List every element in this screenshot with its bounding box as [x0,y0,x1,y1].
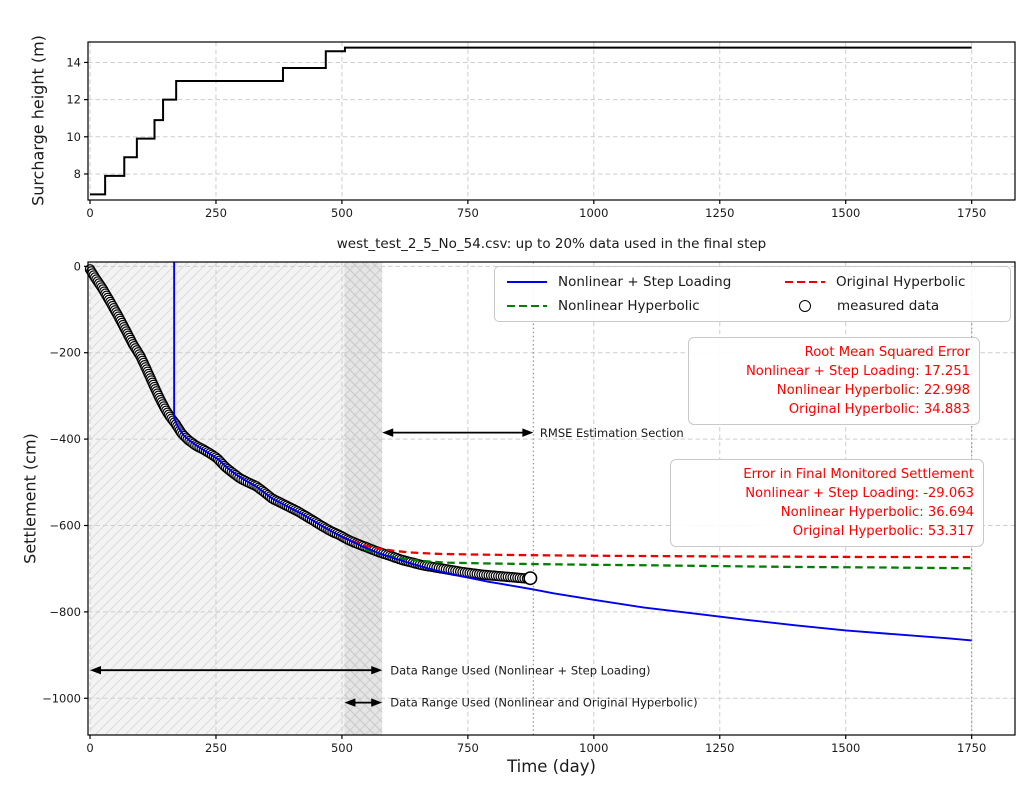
y-tick-label: 14 [66,55,81,69]
y-tick-label: 12 [66,93,81,107]
x-tick-label: 500 [331,741,353,755]
red-dashed-line-swatch [785,280,825,284]
surcharge-y-axis-label: Surcharge height (m) [28,35,48,206]
y-tick-label: −600 [49,519,81,533]
final-error-box-line: Nonlinear + Step Loading: -29.063 [745,486,974,501]
rmse-estimation-arrow-label: RMSE Estimation Section [540,426,684,440]
y-tick-label: −800 [49,605,81,619]
y-tick-label: −200 [49,346,81,360]
rmse-estimation-arrow: RMSE Estimation Section [382,426,684,440]
final-error-box-line: Nonlinear Hyperbolic: 36.694 [780,505,974,520]
data-range-step-loading-arrow-label: Data Range Used (Nonlinear + Step Loadin… [390,663,650,677]
legend-label: Nonlinear + Step Loading [558,274,732,290]
legend-item-nonlinear-step-loading: Nonlinear + Step Loading [507,274,785,290]
rmse-box-line: Root Mean Squared Error [804,345,970,360]
y-tick-label: −1000 [42,691,81,705]
final-measured-point [523,571,538,586]
legend: Nonlinear + Step Loading Nonlinear Hyper… [494,266,1011,322]
nonlinear-hyperbolic-curve [364,548,972,570]
surcharge-step-line [90,46,972,196]
data-range-step-loading-arrow: Data Range Used (Nonlinear + Step Loadin… [90,663,651,677]
x-tick-label: 750 [457,206,479,220]
x-tick-label: 0 [86,741,93,755]
settlement-plot: RMSE Estimation Section Data Range Used (… [42,259,1016,755]
x-tick-label: 1250 [705,741,734,755]
open-circle-marker-swatch [799,300,811,312]
settlement-y-axis-label: Settlement (cm) [20,433,40,564]
surcharge-loading-plot: 0 250 500 750 1000 1250 1500 1750 8 10 12 14 [66,41,1016,220]
data-range-hyperbolic-arrow-label: Data Range Used (Nonlinear and Original … [390,696,697,710]
x-tick-label: 250 [205,741,227,755]
nonlinear-step-loading-curve [173,262,972,642]
legend-label: Nonlinear Hyperbolic [558,298,700,314]
data-range-hyperbolic-arrow: Data Range Used (Nonlinear and Original … [344,696,698,710]
x-tick-label: 1000 [579,741,608,755]
axes-frame: 0 250 500 750 1000 1250 1500 1750 0 −200 −400 −600 −… [42,259,1016,755]
x-tick-label: 750 [457,741,479,755]
gridlines [88,42,1015,200]
final-error-box-line: Original Hyperbolic: 53.317 [792,524,974,539]
x-tick-label: 1750 [957,206,986,220]
rmse-box-line: Original Hyperbolic: 34.883 [788,402,970,417]
y-tick-label: 0 [74,259,81,273]
time-x-axis-label: Time (day) [507,757,596,776]
axes-frame: 0 250 500 750 1000 1250 1500 1750 8 10 12 14 [66,41,1016,220]
legend-item-measured-data: measured data [785,298,998,314]
rmse-box-line: Nonlinear + Step Loading: 17.251 [745,364,970,379]
plot-title: west_test_2_5_No_54.csv: up to 20% data … [336,236,767,252]
legend-label: Original Hyperbolic [836,274,966,290]
legend-item-original-hyperbolic: Original Hyperbolic [785,274,998,290]
legend-item-nonlinear-hyperbolic: Nonlinear Hyperbolic [507,298,785,314]
rmse-annotation-box: Root Mean Squared Error Nonlinear + Step… [688,337,980,425]
x-tick-label: 1500 [831,206,860,220]
final-error-annotation-box: Error in Final Monitored Settlement Nonl… [670,459,984,547]
x-tick-label: 0 [86,206,93,220]
legend-label: measured data [837,298,940,314]
final-error-box-line: Error in Final Monitored Settlement [743,467,974,482]
x-tick-label: 250 [205,206,227,220]
x-tick-label: 1750 [957,741,986,755]
y-tick-label: −400 [49,432,81,446]
y-tick-label: 8 [74,167,81,181]
y-tick-label: 10 [66,130,81,144]
x-tick-label: 1000 [579,206,608,220]
x-tick-label: 500 [331,206,353,220]
x-tick-label: 1250 [705,206,734,220]
blue-solid-line-swatch [507,280,547,284]
green-dashed-line-swatch [507,304,547,308]
rmse-box-line: Nonlinear Hyperbolic: 22.998 [776,383,970,398]
x-tick-label: 1500 [831,741,860,755]
